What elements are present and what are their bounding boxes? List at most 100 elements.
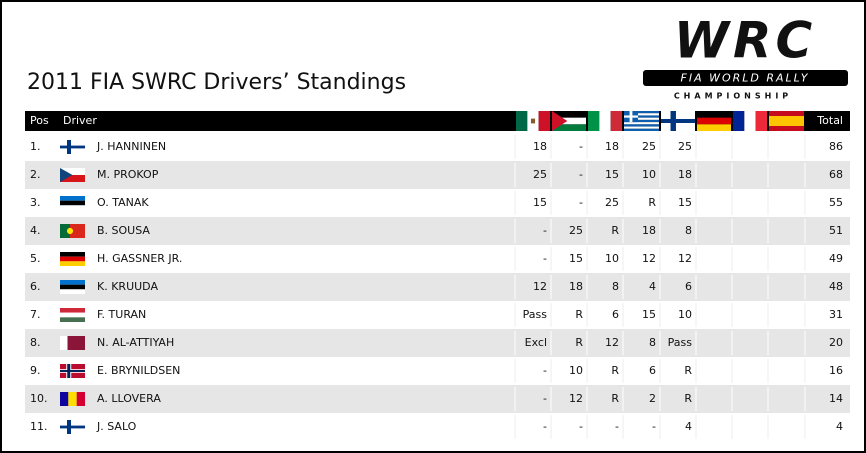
result: Pass [668, 336, 693, 349]
result: - [543, 420, 547, 433]
flag-part [60, 175, 85, 182]
col-driver: Driver [63, 114, 97, 127]
logo-wordmark: WRC [674, 12, 816, 70]
total: 20 [829, 336, 843, 349]
result: 18 [569, 280, 583, 293]
row-bg [25, 189, 850, 217]
pos: 3. [30, 196, 41, 209]
flag-part [624, 115, 638, 118]
flag-part [697, 124, 731, 131]
driver-flag [60, 280, 85, 294]
result: R [611, 392, 619, 405]
pos: 7. [30, 308, 41, 321]
flag-part [599, 111, 611, 131]
row-bg [25, 301, 850, 329]
flag-part [60, 289, 85, 294]
result: - [543, 392, 547, 405]
flag-part [588, 111, 600, 131]
flag-part [624, 119, 659, 123]
total: 68 [829, 168, 843, 181]
flag-part [60, 256, 85, 262]
result: 8 [685, 224, 692, 237]
flag-part [60, 200, 85, 206]
result: 4 [685, 420, 692, 433]
flag-part [60, 392, 69, 406]
event-flag [661, 111, 695, 131]
result: - [579, 196, 583, 209]
row-bg [25, 329, 850, 357]
flag-part [60, 284, 85, 290]
flag-part [744, 111, 756, 131]
pos: 8. [30, 336, 41, 349]
result: R [648, 196, 656, 209]
driver-name: N. AL-ATTIYAH [97, 336, 174, 349]
driver-flag [60, 196, 85, 210]
driver-name: J. SALO [96, 420, 137, 433]
row-bg [25, 245, 850, 273]
pos: 2. [30, 168, 41, 181]
flag-part [552, 111, 586, 118]
flag-part [60, 252, 85, 257]
result: 6 [685, 280, 692, 293]
driver-flag [60, 252, 85, 266]
flag-part [769, 116, 804, 126]
flag-part [610, 111, 622, 131]
total: 86 [829, 140, 843, 153]
flag-part [552, 117, 586, 125]
driver-name: O. TANAK [97, 196, 149, 209]
total: 48 [829, 280, 843, 293]
result: 25 [642, 140, 656, 153]
flag-part [624, 122, 659, 125]
flag-part [60, 312, 85, 318]
result: 15 [678, 196, 692, 209]
result: 10 [678, 308, 692, 321]
driver-flag [60, 364, 85, 378]
row-bg [25, 385, 850, 413]
flag-part [68, 392, 77, 406]
result: 25 [533, 168, 547, 181]
result: 8 [612, 280, 619, 293]
result: R [575, 336, 583, 349]
flag-part [624, 124, 659, 127]
col-total: Total [816, 114, 843, 127]
driver-flag [60, 336, 85, 350]
flag-part [755, 111, 767, 131]
table-body: 1. J. HANNINEN 18-18 25 25 862. M. PROKOP 25-15… [25, 133, 850, 441]
pos: 9. [30, 364, 41, 377]
pos: 4. [30, 224, 41, 237]
result: - [543, 364, 547, 377]
page-title: 2011 FIA SWRC Drivers’ Standings [27, 70, 406, 95]
driver-name: B. SOUSA [97, 224, 150, 237]
result: - [543, 224, 547, 237]
pos: 6. [30, 280, 41, 293]
flag-part [60, 336, 68, 350]
flag-part [60, 370, 85, 372]
event-flag [697, 111, 731, 131]
result: 2 [649, 392, 656, 405]
flag-part [624, 113, 659, 116]
row-bg [25, 161, 850, 189]
flag-part [697, 111, 731, 118]
driver-flag [60, 308, 85, 322]
flag-part [624, 111, 659, 114]
result: R [684, 364, 692, 377]
logo-band [643, 70, 848, 86]
result: 18 [642, 224, 656, 237]
logo-line2: CHAMPIONSHIP [674, 92, 792, 101]
wrc-logo: WRC FIA WORLD RALLY CHAMPIONSHIP [643, 12, 848, 101]
flag-part [661, 119, 695, 123]
result: R [611, 224, 619, 237]
driver-name: E. BRYNILDSEN [97, 364, 180, 377]
result: 10 [569, 364, 583, 377]
col-pos: Pos [30, 114, 49, 127]
result: 18 [678, 168, 692, 181]
total: 16 [829, 364, 843, 377]
flag-part [530, 118, 536, 124]
driver-flag [60, 140, 85, 154]
result: 25 [605, 196, 619, 209]
driver-flag [60, 224, 85, 238]
flag-part [624, 115, 659, 118]
result: 8 [649, 336, 656, 349]
result: 15 [569, 252, 583, 265]
result: Pass [523, 308, 548, 321]
